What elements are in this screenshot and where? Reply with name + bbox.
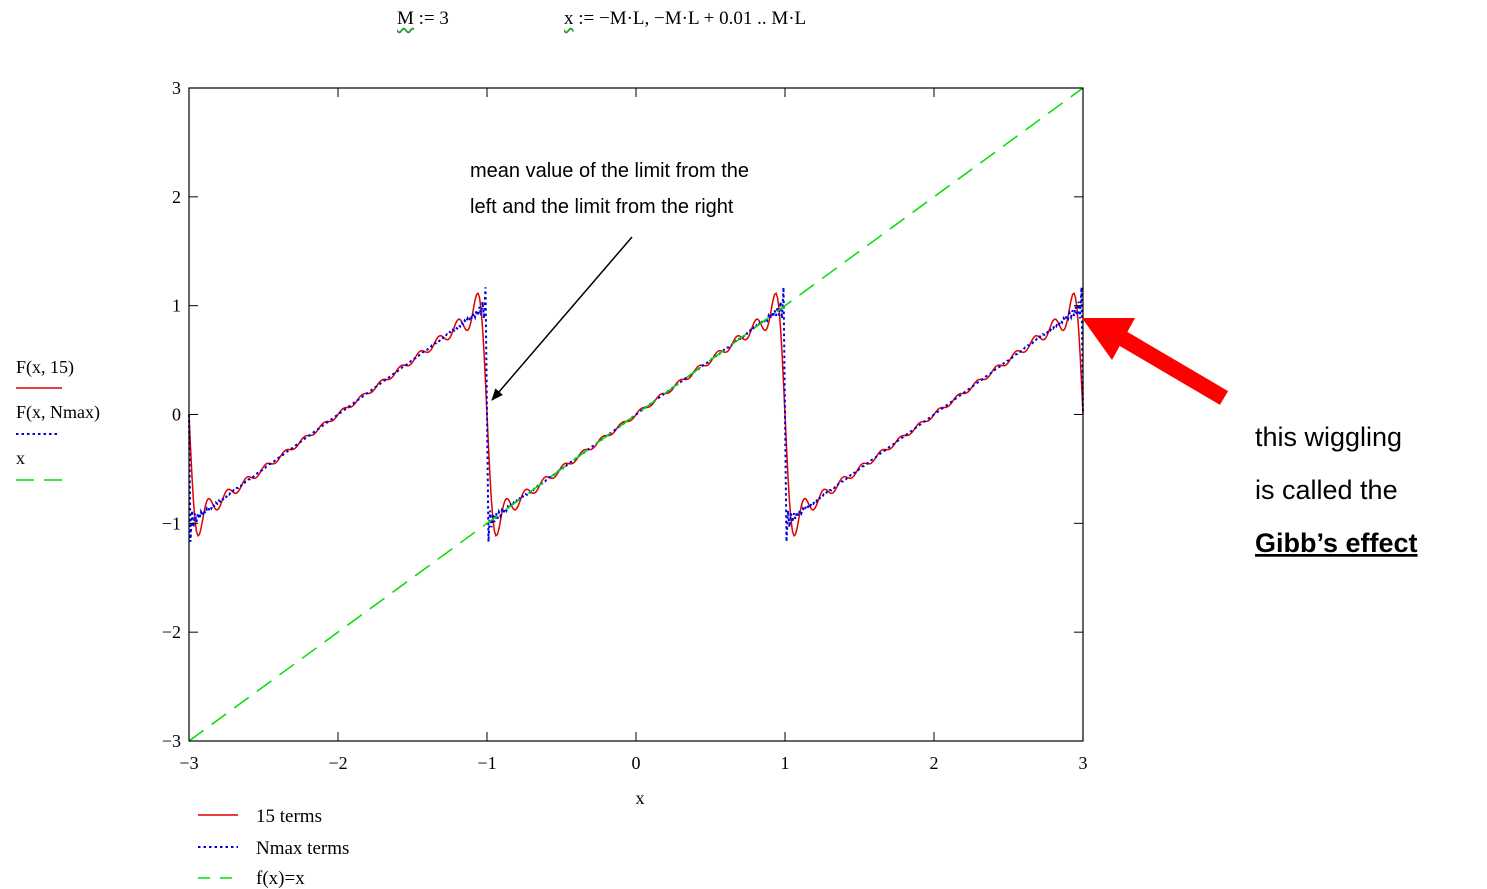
m-definition: M := 3 [397,8,449,30]
gibbs-annotation-line2: is called the [1255,475,1398,505]
y-tick-label: 0 [172,405,181,425]
bottom-legend: 15 terms Nmax terms f(x)=x [198,806,349,889]
gibbs-annotation-line3: Gibb’s effect [1255,528,1418,558]
x-range-definition: x := −M·L, −M·L + 0.01 .. M·L [564,8,806,30]
y-tick-label: 3 [172,78,181,98]
x-tick-label: 0 [632,753,641,773]
y-tick-label: 2 [172,187,181,207]
x-tick-label: 1 [781,753,790,773]
legend-label-15-terms: 15 terms [256,806,322,827]
x-tick-label: 3 [1079,753,1088,773]
gibbs-annotation-line1: this wiggling [1255,422,1402,452]
y-legend-series3: x [16,448,25,468]
y-tick-label: −1 [162,513,181,533]
m-assignment: := 3 [413,8,449,29]
series-line-2 [188,87,1084,742]
m-variable: M [397,8,414,29]
y-tick-label: −2 [162,622,181,642]
y-legend-series2: F(x, Nmax) [16,402,100,423]
x-tick-label: −2 [328,753,347,773]
y-axis-legend: F(x, 15) F(x, Nmax) x [16,357,100,481]
axes-layer: −3 −2 −1 0 1 2 3 −3 −2 −1 0 1 2 3 [162,78,1088,773]
legend-label-nmax-terms: Nmax terms [256,838,349,859]
series-line-1 [188,287,1084,542]
legend-label-fx: f(x)=x [256,868,305,889]
x-tick-label: −3 [179,753,198,773]
y-tick-label: 1 [172,296,181,316]
x-tick-label: 2 [930,753,939,773]
mean-annotation-line1: mean value of the limit from the [470,160,749,182]
x-variable: x [564,8,574,29]
x-tick-label: −1 [477,753,496,773]
y-tick-label: −3 [162,731,181,751]
series-layer [188,87,1084,742]
y-legend-series1: F(x, 15) [16,357,74,378]
x-range-assignment: := −M·L, −M·L + 0.01 .. M·L [573,8,807,29]
gibbs-arrow [1082,318,1229,405]
mean-annotation-line2: left and the limit from the right [470,196,734,218]
mean-annotation-arrow [491,236,633,401]
x-axis-label: x [636,788,645,808]
